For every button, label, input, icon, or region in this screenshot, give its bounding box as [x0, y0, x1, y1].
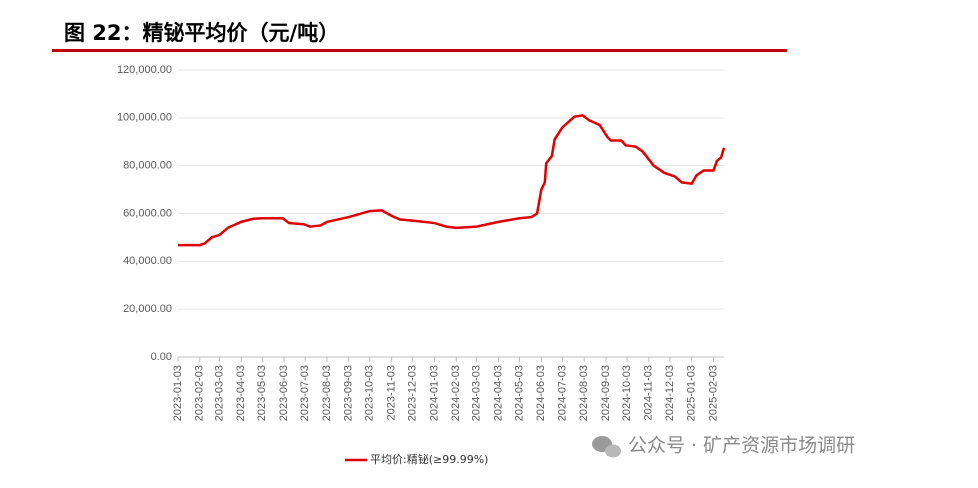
x-tick-label: 2023-05-03	[256, 365, 268, 421]
y-tick-label: 80,000.00	[123, 160, 172, 172]
x-tick-label: 2024-10-03	[621, 365, 633, 421]
x-tick-label: 2024-02-03	[450, 365, 462, 421]
x-tick-label: 2023-11-03	[386, 365, 398, 420]
x-tick-label: 2023-01-03	[172, 365, 184, 421]
x-tick-label: 2023-07-03	[299, 365, 311, 421]
data-line	[178, 114, 726, 247]
x-tick-label: 2023-09-03	[343, 365, 355, 421]
x-tick-label: 2023-12-03	[407, 365, 419, 421]
y-tick-label: 20,000.00	[123, 303, 172, 315]
x-tick-label: 2024-04-03	[492, 365, 504, 421]
x-tick-label: 2023-10-03	[364, 365, 376, 421]
watermark-text: 公众号 · 矿产资源市场调研	[628, 435, 855, 457]
x-tick-label: 2025-02-03	[707, 365, 719, 421]
title-rule	[52, 49, 787, 52]
x-tick-label: 2023-02-03	[194, 365, 206, 421]
x-tick-label: 2024-08-03	[578, 365, 590, 421]
y-tick-label: 120,000.00	[117, 64, 172, 76]
x-tick-label: 2024-12-03	[664, 365, 676, 421]
x-tick-label: 2024-05-03	[513, 365, 525, 421]
x-tick-label: 2023-03-03	[213, 365, 225, 421]
x-tick-label: 2024-07-03	[556, 365, 568, 421]
x-tick-label: 2024-06-03	[535, 365, 547, 421]
x-tick-label: 2023-04-03	[235, 365, 247, 421]
chart-title: 图 22：精铋平均价（元/吨）	[64, 21, 339, 45]
y-tick-label: 100,000.00	[117, 112, 172, 124]
y-tick-label: 0.00	[151, 351, 172, 363]
watermark: 公众号 · 矿产资源市场调研	[592, 435, 855, 458]
x-tick-label: 2025-01-03	[686, 365, 698, 421]
x-tick-label: 2023-06-03	[278, 365, 290, 421]
x-tick-label: 2023-08-03	[321, 365, 333, 421]
legend-label: 平均价:精铋(≥99.99%)	[370, 452, 488, 466]
y-tick-label: 60,000.00	[123, 207, 172, 219]
y-tick-label: 40,000.00	[123, 255, 172, 267]
x-tick-label: 2024-01-03	[428, 365, 440, 421]
x-tick-label: 2024-03-03	[471, 365, 483, 421]
x-tick-label: 2024-11-03	[643, 365, 655, 420]
x-tick-label: 2024-09-03	[600, 365, 612, 421]
